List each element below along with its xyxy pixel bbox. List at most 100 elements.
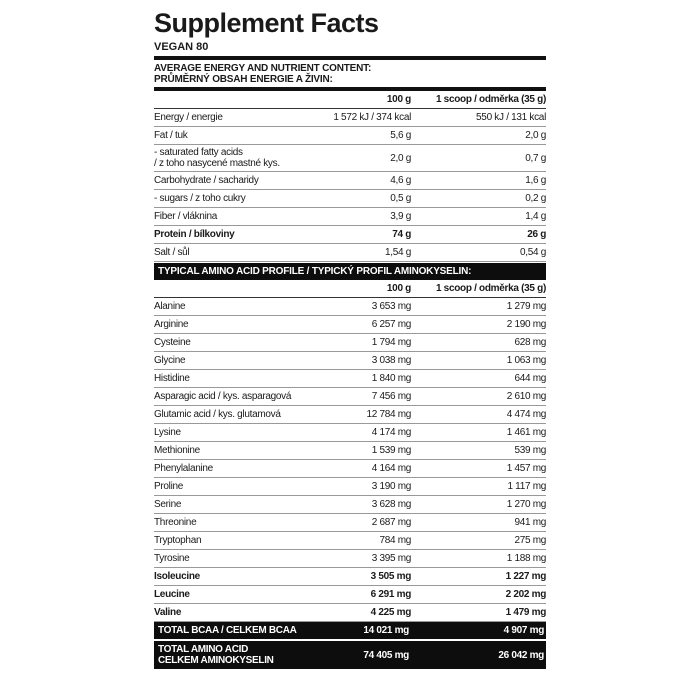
row-per-scoop: 0,54 g	[519, 247, 546, 258]
column-scoop: 1 scoop / odměrka (35 g)	[435, 283, 546, 294]
row-name: Glutamic acid / kys. glutamová	[154, 409, 311, 420]
row-per100: 4 164 mg	[371, 463, 412, 474]
table-row: Cysteine 1 794 mg 628 mg	[154, 334, 546, 352]
table-row: Proline 3 190 mg 1 117 mg	[154, 478, 546, 496]
row-name: Asparagic acid / kys. asparagová	[154, 391, 311, 402]
row-per-scoop: 1 461 mg	[506, 427, 547, 438]
row-name-text: Energy / energie	[154, 112, 223, 123]
row-name: Arginine	[154, 319, 311, 330]
row-per100: 1,54 g	[384, 247, 411, 258]
column-scoop: 1 scoop / odměrka (35 g)	[435, 94, 546, 105]
row-per100: 2 687 mg	[371, 517, 412, 528]
row-name: Cysteine	[154, 337, 311, 348]
row-per100: 7 456 mg	[371, 391, 412, 402]
row-name-text: Serine	[154, 499, 182, 510]
row-name: Glycine	[154, 355, 311, 366]
row-name-text: Carbohydrate / sacharidy	[154, 175, 259, 186]
row-per100: 5,6 g	[390, 130, 411, 141]
row-per-scoop: 941 mg	[514, 517, 546, 528]
table-row: Serine 3 628 mg 1 270 mg	[154, 496, 546, 514]
row-name: Carbohydrate / sacharidy	[154, 175, 311, 186]
column-100g: 100 g	[386, 94, 411, 105]
row-per100: 6 291 mg	[370, 589, 412, 600]
row-name: - sugars / z toho cukry	[154, 193, 311, 204]
row-name: - saturated fatty acids / z toho nasycené…	[154, 147, 311, 169]
row-per-scoop: 1 227 mg	[505, 571, 547, 582]
table-row: Fiber / vláknina 3,9 g 1,4 g	[154, 208, 546, 226]
row-per-scoop: 1 279 mg	[506, 301, 547, 312]
row-name: Alanine	[154, 301, 311, 312]
row-name: Protein / bílkoviny	[154, 229, 311, 240]
table-row: Tyrosine 3 395 mg 1 188 mg	[154, 550, 546, 568]
row-name-text: Valine	[154, 607, 182, 618]
row-per-scoop: 628 mg	[514, 337, 546, 348]
nutrient-column-header: 100 g 1 scoop / odměrka (35 g)	[154, 91, 546, 109]
row-per-scoop: 1 270 mg	[506, 499, 547, 510]
row-name-cz: CELKEM AMINOKYSELIN	[158, 655, 274, 666]
table-row: Arginine 6 257 mg 2 190 mg	[154, 316, 546, 334]
row-per100: 12 784 mg	[366, 409, 411, 420]
table-row: Alanine 3 653 mg 1 279 mg	[154, 298, 546, 316]
table-row: Methionine 1 539 mg 539 mg	[154, 442, 546, 460]
row-name-text: Glycine	[154, 355, 186, 366]
row-name: Leucine	[154, 589, 311, 600]
row-name: Energy / energie	[154, 112, 311, 123]
nutrient-heading: AVERAGE ENERGY AND NUTRIENT CONTENT: PRŮ…	[154, 60, 546, 87]
row-name: Proline	[154, 481, 311, 492]
row-per-scoop: 4 907 mg	[503, 625, 545, 636]
row-name: Tyrosine	[154, 553, 311, 564]
row-name: Phenylalanine	[154, 463, 311, 474]
row-name: Tryptophan	[154, 535, 311, 546]
table-row: Leucine 6 291 mg 2 202 mg	[154, 586, 546, 604]
row-name-text: - sugars / z toho cukry	[154, 193, 246, 204]
row-name-text-2: / z toho nasycené mastné kys.	[154, 158, 280, 169]
table-row: - saturated fatty acids / z toho nasycené…	[154, 145, 546, 172]
row-per-scoop: 2,0 g	[525, 130, 546, 141]
total-amino-row: TOTAL AMINO ACID CELKEM AMINOKYSELIN 74 4…	[154, 641, 546, 671]
row-name-text: Methionine	[154, 445, 200, 456]
row-per100: 6 257 mg	[371, 319, 412, 330]
row-per100: 2,0 g	[390, 152, 411, 164]
row-name: Serine	[154, 499, 311, 510]
row-per100: 74 g	[392, 229, 411, 240]
table-row: Tryptophan 784 mg 275 mg	[154, 532, 546, 550]
table-row: Carbohydrate / sacharidy 4,6 g 1,6 g	[154, 172, 546, 190]
row-name: Isoleucine	[154, 571, 311, 582]
row-per-scoop: 644 mg	[514, 373, 546, 384]
row-per100: 1 840 mg	[371, 373, 412, 384]
row-per100: 4,6 g	[390, 175, 411, 186]
row-name-text: Threonine	[154, 517, 197, 528]
table-row: Salt / sůl 1,54 g 0,54 g	[154, 244, 546, 262]
row-per-scoop: 2 610 mg	[506, 391, 547, 402]
table-row: Protein / bílkoviny 74 g 26 g	[154, 226, 546, 244]
row-per-scoop: 275 mg	[514, 535, 546, 546]
row-per-scoop: 1 479 mg	[505, 607, 547, 618]
row-per100: 4 225 mg	[370, 607, 412, 618]
row-per100: 3 505 mg	[370, 571, 412, 582]
table-row: - sugars / z toho cukry 0,5 g 0,2 g	[154, 190, 546, 208]
row-name: Valine	[154, 607, 311, 618]
row-per100: 1 572 kJ / 374 kcal	[333, 112, 411, 123]
row-per100: 3 653 mg	[371, 301, 412, 312]
row-per-scoop: 2 190 mg	[506, 319, 547, 330]
row-name-text: Asparagic acid / kys. asparagová	[154, 391, 292, 402]
row-name: Histidine	[154, 373, 311, 384]
row-name-text: Glutamic acid / kys. glutamová	[154, 409, 281, 420]
product-name: VEGAN 80	[154, 41, 209, 53]
row-name-text: Cysteine	[154, 337, 191, 348]
row-per100: 3,9 g	[390, 211, 411, 222]
row-per-scoop: 1,6 g	[525, 175, 546, 186]
column-100g: 100 g	[386, 283, 411, 294]
table-row: Valine 4 225 mg 1 479 mg	[154, 604, 546, 622]
row-per-scoop: 1 457 mg	[506, 463, 547, 474]
row-name-text: Fat / tuk	[154, 130, 188, 141]
row-per-scoop: 0,2 g	[525, 193, 546, 204]
row-per100: 784 mg	[379, 535, 411, 546]
row-name-text: Fiber / vláknina	[154, 211, 218, 222]
row-per-scoop: 1 188 mg	[506, 553, 547, 564]
label-title: Supplement Facts	[154, 8, 379, 38]
row-name: Fiber / vláknina	[154, 211, 311, 222]
row-per100: 1 539 mg	[371, 445, 412, 456]
amino-column-header: 100 g 1 scoop / odměrka (35 g)	[154, 280, 546, 298]
table-row: Lysine 4 174 mg 1 461 mg	[154, 424, 546, 442]
